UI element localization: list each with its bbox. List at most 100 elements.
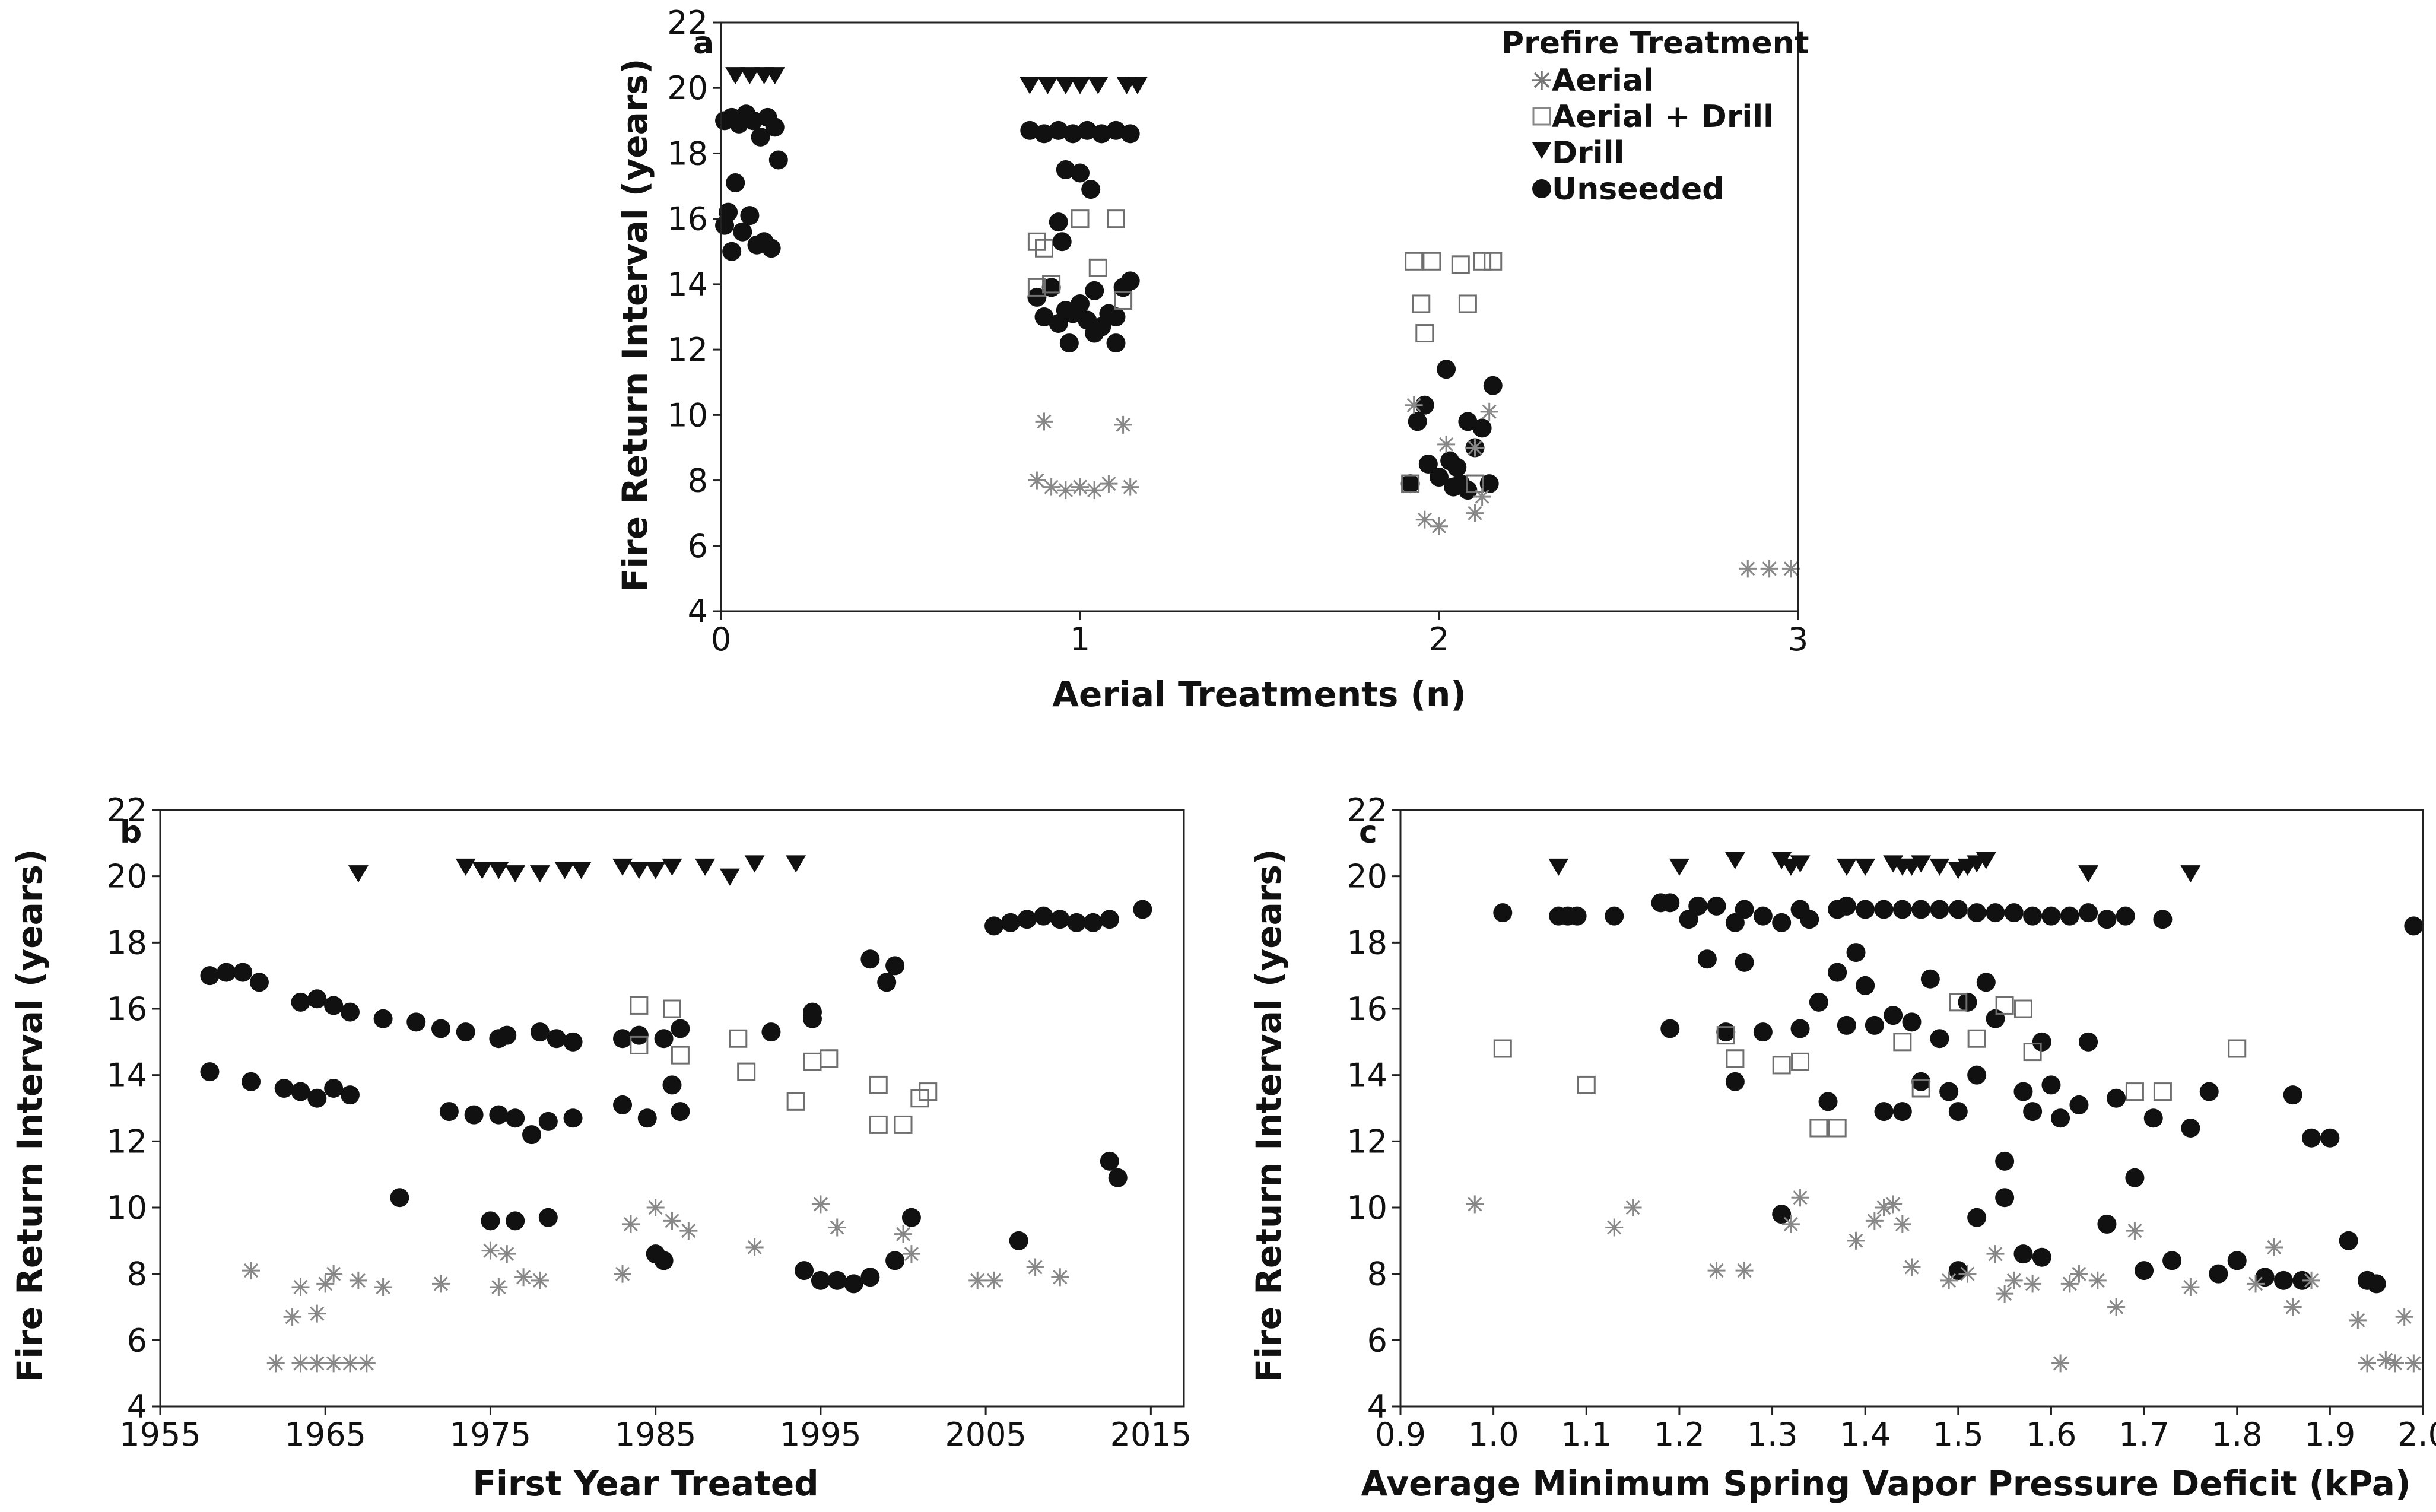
data-point-unseeded	[2302, 1128, 2321, 1148]
data-point-aerial-drill	[1401, 474, 1420, 493]
data-point-unseeded	[2041, 1075, 2061, 1095]
data-point-drill	[348, 865, 369, 883]
data-point-unseeded	[662, 1075, 682, 1095]
data-point-aerial	[1071, 478, 1089, 496]
data-point-unseeded	[1725, 913, 1745, 932]
panel-b: b 1955 1965 1975 1985 1995 2005 20154681012141…	[9, 792, 1192, 1504]
data-point-unseeded	[489, 1105, 509, 1125]
data-point-drill	[1855, 858, 1876, 876]
data-point-unseeded	[1660, 893, 1680, 913]
data-point-unseeded	[2032, 1247, 2051, 1267]
data-point-unseeded	[1735, 900, 1754, 919]
data-point-unseeded	[715, 215, 735, 235]
data-point-unseeded	[1049, 212, 1068, 232]
data-point-aerial	[1405, 396, 1423, 414]
y-tick-label: 10	[667, 396, 708, 434]
y-tick-label: 6	[688, 528, 708, 565]
data-point-unseeded	[744, 111, 763, 131]
data-point-unseeded	[1063, 124, 1082, 144]
legend-label: Aerial + Drill	[1552, 99, 1774, 135]
data-point-unseeded	[1818, 1092, 1838, 1111]
data-point-unseeded	[1493, 903, 1513, 923]
data-point-aerial	[2377, 1351, 2395, 1369]
data-point-unseeded	[1809, 992, 1828, 1012]
y-tick-label: 14	[106, 1057, 147, 1094]
y-tick-label: 22	[106, 792, 147, 829]
data-point-unseeded	[1472, 418, 1492, 438]
data-point-unseeded	[1837, 1015, 1856, 1035]
data-point-aerial	[1760, 560, 1778, 578]
data-point-drill	[695, 858, 716, 876]
series-unseeded	[1493, 893, 2424, 1294]
data-point-unseeded	[1753, 906, 1773, 926]
y-tick-label: 16	[1346, 990, 1387, 1028]
data-point-unseeded	[761, 239, 781, 258]
data-point-drill	[1669, 858, 1689, 876]
y-tick-label: 10	[106, 1189, 147, 1227]
data-point-unseeded	[802, 1009, 822, 1028]
data-point-aerial-drill	[1967, 1029, 1986, 1048]
data-point-unseeded	[1986, 1009, 2005, 1028]
x-tick-label: 1965	[285, 1416, 366, 1453]
data-point-aerial	[1996, 1285, 2014, 1303]
data-point-unseeded	[2023, 1102, 2043, 1122]
data-point-unseeded	[1108, 1168, 1128, 1187]
data-point-aerial-drill	[737, 1062, 756, 1081]
data-point-unseeded	[901, 1208, 921, 1227]
data-point-aerial	[646, 1199, 665, 1216]
data-point-unseeded	[613, 1095, 633, 1114]
data-point-aerial	[431, 1275, 450, 1293]
data-point-aerial	[2358, 1354, 2377, 1373]
data-point-unseeded	[1085, 323, 1104, 343]
data-point-aerial-drill	[1716, 1026, 1735, 1045]
data-point-unseeded	[242, 1072, 261, 1091]
data-point-unseeded	[860, 1268, 880, 1287]
data-point-unseeded	[2013, 1082, 2033, 1101]
data-point-drill	[472, 862, 493, 879]
data-point-aerial-drill	[1422, 252, 1441, 271]
data-point-unseeded	[1725, 1072, 1745, 1091]
data-point-unseeded	[1716, 1022, 1736, 1042]
data-point-aerial-drill	[1107, 209, 1125, 228]
y-tick-label: 12	[1346, 1123, 1387, 1160]
data-point-aerial	[291, 1278, 310, 1296]
panel-b-xlabel: First Year Treated	[472, 1463, 818, 1504]
data-point-aerial-drill	[1405, 252, 1424, 271]
data-point-aerial	[968, 1271, 987, 1289]
data-point-unseeded	[1049, 120, 1068, 140]
data-point-unseeded	[740, 206, 760, 225]
data-point-aerial-drill	[894, 1115, 913, 1134]
data-point-drill	[1929, 858, 1950, 876]
data-point-unseeded	[1874, 900, 1894, 919]
y-tick-label: 10	[1346, 1189, 1387, 1227]
y-tick-label: 6	[1367, 1322, 1387, 1359]
legend-item-aerial: Aerial	[1532, 63, 1654, 99]
data-point-unseeded	[307, 989, 327, 1009]
data-point-unseeded	[439, 1102, 459, 1122]
data-point-aerial	[1121, 478, 1139, 496]
data-point-unseeded	[1986, 903, 2005, 923]
data-point-aerial	[1739, 560, 1757, 578]
data-point-unseeded	[1027, 287, 1047, 307]
data-point-unseeded	[1034, 307, 1054, 326]
data-point-aerial	[308, 1304, 326, 1323]
data-point-unseeded	[530, 1022, 550, 1042]
x-tick-label: 1995	[780, 1416, 861, 1453]
data-point-aerial	[1735, 1262, 1754, 1280]
data-point-unseeded	[1865, 1015, 1884, 1035]
data-point-aerial	[1473, 488, 1491, 506]
y-tick-label: 16	[667, 201, 708, 238]
data-point-aerial	[2181, 1278, 2200, 1296]
series-drill	[348, 855, 806, 886]
data-point-unseeded	[2069, 1095, 2089, 1114]
data-point-aerial	[894, 1225, 913, 1243]
data-point-unseeded	[2116, 906, 2135, 926]
data-point-unseeded	[1081, 180, 1101, 199]
data-point-aerial	[1042, 478, 1060, 496]
data-point-aerial	[1624, 1199, 1642, 1216]
data-point-unseeded	[456, 1022, 475, 1042]
data-point-unseeded	[1605, 906, 1624, 926]
data-point-unseeded	[733, 222, 752, 242]
data-point-unseeded	[1400, 474, 1420, 494]
series-aerial-drill	[1027, 209, 1503, 493]
